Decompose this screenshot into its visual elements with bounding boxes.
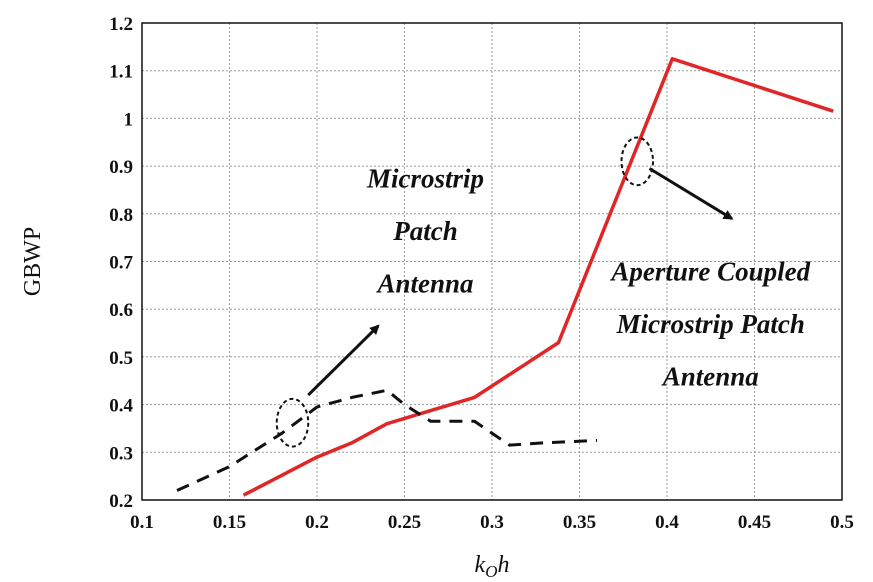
x-axis-label: kOh bbox=[475, 552, 510, 581]
y-axis: 0.2 0.3 0.4 0.5 0.6 0.7 0.8 0.9 1 1.1 1.2 bbox=[109, 14, 133, 512]
annotation-text: Antenna bbox=[661, 362, 759, 392]
annotation-text: Patch bbox=[392, 216, 458, 246]
annotation-1: Aperture Coupled Microstrip Patch Antenna bbox=[609, 136, 811, 392]
y-tick-label: 0.3 bbox=[109, 443, 133, 464]
x-tick-label: 0.3 bbox=[480, 512, 504, 533]
y-tick-label: 0.6 bbox=[109, 300, 133, 321]
x-tick-label: 0.15 bbox=[213, 512, 246, 533]
y-tick-label: 0.7 bbox=[109, 253, 133, 274]
y-tick-label: 0.2 bbox=[109, 491, 133, 512]
x-axis: 0.1 0.15 0.2 0.25 0.3 0.35 0.4 0.45 0.5 bbox=[130, 512, 854, 533]
x-axis-label-main: k bbox=[475, 552, 486, 578]
x-axis-label-sub: O bbox=[485, 562, 497, 581]
x-tick-label: 0.4 bbox=[655, 512, 679, 533]
x-tick-label: 0.25 bbox=[388, 512, 421, 533]
y-tick-label: 1.2 bbox=[109, 14, 133, 35]
x-tick-label: 0.5 bbox=[830, 512, 854, 533]
annotation-text: Antenna bbox=[375, 269, 473, 299]
annotation-text: Aperture Coupled bbox=[609, 257, 810, 287]
annotation-ellipse bbox=[620, 136, 654, 187]
y-tick-label: 0.9 bbox=[109, 157, 133, 178]
y-tick-label: 0.5 bbox=[109, 348, 133, 369]
annotation-ellipse bbox=[275, 397, 310, 448]
annotation-text: Microstrip Patch bbox=[616, 309, 805, 339]
annotation-arrow bbox=[307, 324, 380, 397]
x-tick-label: 0.2 bbox=[305, 512, 329, 533]
y-tick-label: 1 bbox=[124, 109, 134, 130]
y-tick-label: 1.1 bbox=[109, 62, 133, 83]
plot-frame bbox=[141, 22, 843, 501]
annotation-arrow bbox=[648, 167, 734, 220]
series-line-0 bbox=[242, 57, 834, 497]
y-axis-label: GBWP bbox=[20, 227, 46, 296]
y-tick-label: 0.4 bbox=[109, 396, 133, 417]
series-line-1 bbox=[176, 388, 598, 492]
series-group bbox=[176, 57, 834, 497]
x-axis-label-tail: h bbox=[497, 552, 509, 578]
annotation-0: Microstrip Patch Antenna bbox=[275, 164, 484, 448]
annotations: Microstrip Patch Antenna Aperture Coupled Mi… bbox=[275, 136, 811, 448]
y-tick-label: 0.8 bbox=[109, 205, 133, 226]
x-tick-label: 0.45 bbox=[738, 512, 771, 533]
x-tick-label: 0.35 bbox=[563, 512, 596, 533]
x-tick-label: 0.1 bbox=[130, 512, 154, 533]
annotation-text: Microstrip bbox=[366, 164, 484, 194]
